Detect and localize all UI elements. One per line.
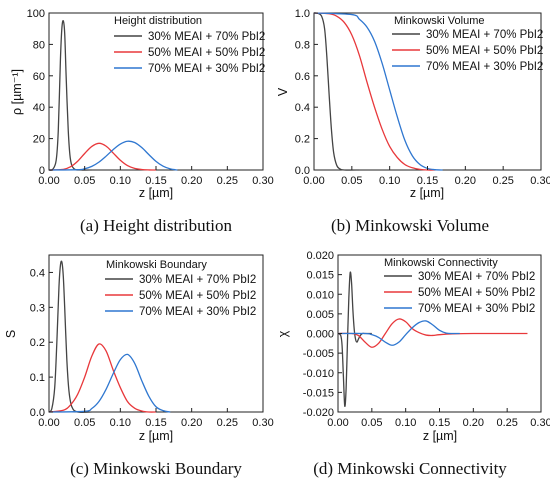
y-tick-label: 0.6 <box>295 71 310 83</box>
y-tick-label: 80 <box>33 39 45 51</box>
x-tick-label: 0.30 <box>252 417 273 429</box>
x-tick-label: 0.30 <box>530 417 550 429</box>
series-line-3 <box>48 353 171 413</box>
panel-minkowski-connectivity: 0.00 0.05 0.10 0.15 0.20 0.25 0.30 -0.020 -0.015… <box>276 250 550 478</box>
y-axis-label: V <box>276 87 290 96</box>
panel-minkowski-volume: 0.00 0.05 0.10 0.15 0.20 0.25 0.30 0.0 0.2 0.4 0.6… <box>276 8 550 235</box>
y-tick-label: 0.015 <box>306 270 334 282</box>
legend-entry: 70% MEAI + 30% PbI2 <box>139 306 256 318</box>
y-tick-label: 0.4 <box>30 267 45 279</box>
series-line-2 <box>313 12 436 171</box>
legend-entry: 30% MEAI + 70% PbI2 <box>148 31 265 43</box>
x-tick-label: 0.05 <box>341 175 362 187</box>
chart-title: Minkowski Boundary <box>106 259 207 271</box>
legend-entry: 70% MEAI + 30% PbI2 <box>418 303 535 315</box>
series-line-3 <box>313 12 443 171</box>
x-tick-label: 0.30 <box>530 175 550 187</box>
y-tick-label: 0.3 <box>30 302 45 314</box>
panel-caption: (c) Minkowski Boundary <box>70 459 242 478</box>
series-line-1 <box>48 20 92 171</box>
y-tick-label: 0.0 <box>30 407 45 419</box>
x-tick-label: 0.20 <box>455 175 476 187</box>
x-tick-label: 0.20 <box>463 417 484 429</box>
chart-title: Height distribution <box>114 15 202 27</box>
y-tick-label: 0.4 <box>295 102 310 114</box>
series-line-3 <box>337 320 460 346</box>
series-line-3 <box>48 140 178 171</box>
panel-caption: (b) Minkowski Volume <box>331 216 489 235</box>
legend-entry: 30% MEAI + 70% PbI2 <box>418 271 535 283</box>
y-tick-label: 0.010 <box>306 289 334 301</box>
series-line-2 <box>48 343 157 413</box>
x-tick-label: 0.15 <box>145 417 166 429</box>
x-tick-label: 0.00 <box>38 175 59 187</box>
x-tick-label: 0.10 <box>110 175 131 187</box>
legend-entry: 70% MEAI + 30% PbI2 <box>426 61 543 73</box>
x-tick-label: 0.25 <box>217 175 238 187</box>
x-tick-label: 0.10 <box>110 417 131 429</box>
x-tick-label: 0.25 <box>496 417 517 429</box>
x-tick-label: 0.05 <box>74 175 95 187</box>
y-tick-label: 0.2 <box>30 337 45 349</box>
y-tick-label: 0.8 <box>295 39 310 51</box>
legend-entry: 30% MEAI + 70% PbI2 <box>426 29 543 41</box>
x-tick-label: 0.05 <box>74 417 95 429</box>
y-tick-label: 20 <box>33 134 45 146</box>
x-tick-label: 0.15 <box>429 417 450 429</box>
y-tick-label: 0.1 <box>30 372 45 384</box>
panel-minkowski-boundary: 0.00 0.05 0.10 0.15 0.20 0.25 0.30 0.0 0.1 0.2 0.3… <box>4 254 274 478</box>
x-tick-label: 0.20 <box>181 417 202 429</box>
x-tick-label: 0.10 <box>379 175 400 187</box>
x-axis-label: z [µm] <box>423 429 457 443</box>
y-tick-label: 0.0 <box>295 165 310 177</box>
y-tick-label: 0.020 <box>306 250 334 262</box>
y-tick-label: -0.015 <box>303 387 334 399</box>
x-tick-label: 0.15 <box>145 175 166 187</box>
legend-entry: 50% MEAI + 50% PbI2 <box>426 45 543 57</box>
legend-entry: 50% MEAI + 50% PbI2 <box>418 287 535 299</box>
panel-height-distribution: 0.00 0.05 0.10 0.15 0.20 0.25 0.30 0 20 40 60 80 100… <box>10 8 274 235</box>
y-axis-label: χ <box>276 330 290 337</box>
y-tick-label: -0.010 <box>303 368 334 380</box>
series-line-2 <box>48 142 157 171</box>
x-tick-label: 0.20 <box>181 175 202 187</box>
y-tick-label: 0.000 <box>306 329 334 341</box>
series-line-1 <box>313 12 360 171</box>
x-tick-label: 0.25 <box>492 175 513 187</box>
legend-entry: 30% MEAI + 70% PbI2 <box>139 274 256 286</box>
x-tick-label: 0.00 <box>303 175 324 187</box>
x-axis-label: z [µm] <box>139 186 173 200</box>
y-axis-label: ρ [µm⁻¹] <box>10 69 24 115</box>
y-tick-label: 0.005 <box>306 309 334 321</box>
y-tick-label: 1.0 <box>295 8 310 20</box>
chart-title: Minkowski Connectivity <box>384 257 498 269</box>
series-line-1 <box>48 260 92 414</box>
y-tick-label: 60 <box>33 71 45 83</box>
x-axis-label: z [µm] <box>410 186 444 200</box>
panel-caption: (d) Minkowski Connectivity <box>313 459 507 478</box>
y-axis-label: S <box>4 330 18 338</box>
chart-title: Minkowski Volume <box>394 15 484 27</box>
series-line-1 <box>337 271 372 408</box>
y-tick-label: 100 <box>27 8 45 20</box>
legend-entry: 70% MEAI + 30% PbI2 <box>148 63 265 75</box>
legend-entry: 50% MEAI + 50% PbI2 <box>148 47 265 59</box>
y-tick-label: -0.020 <box>303 407 334 419</box>
y-tick-label: 0.2 <box>295 134 310 146</box>
x-tick-label: 0.30 <box>252 175 273 187</box>
x-tick-label: 0.25 <box>217 417 238 429</box>
x-tick-label: 0.00 <box>327 417 348 429</box>
x-tick-label: 0.15 <box>417 175 438 187</box>
y-tick-label: -0.005 <box>303 348 334 360</box>
y-tick-label: 0 <box>39 165 45 177</box>
x-tick-label: 0.00 <box>38 417 59 429</box>
legend-entry: 50% MEAI + 50% PbI2 <box>139 290 256 302</box>
x-tick-label: 0.05 <box>361 417 382 429</box>
x-tick-label: 0.10 <box>395 417 416 429</box>
panel-caption: (a) Height distribution <box>80 216 233 235</box>
y-tick-label: 40 <box>33 102 45 114</box>
x-axis-label: z [µm] <box>139 429 173 443</box>
